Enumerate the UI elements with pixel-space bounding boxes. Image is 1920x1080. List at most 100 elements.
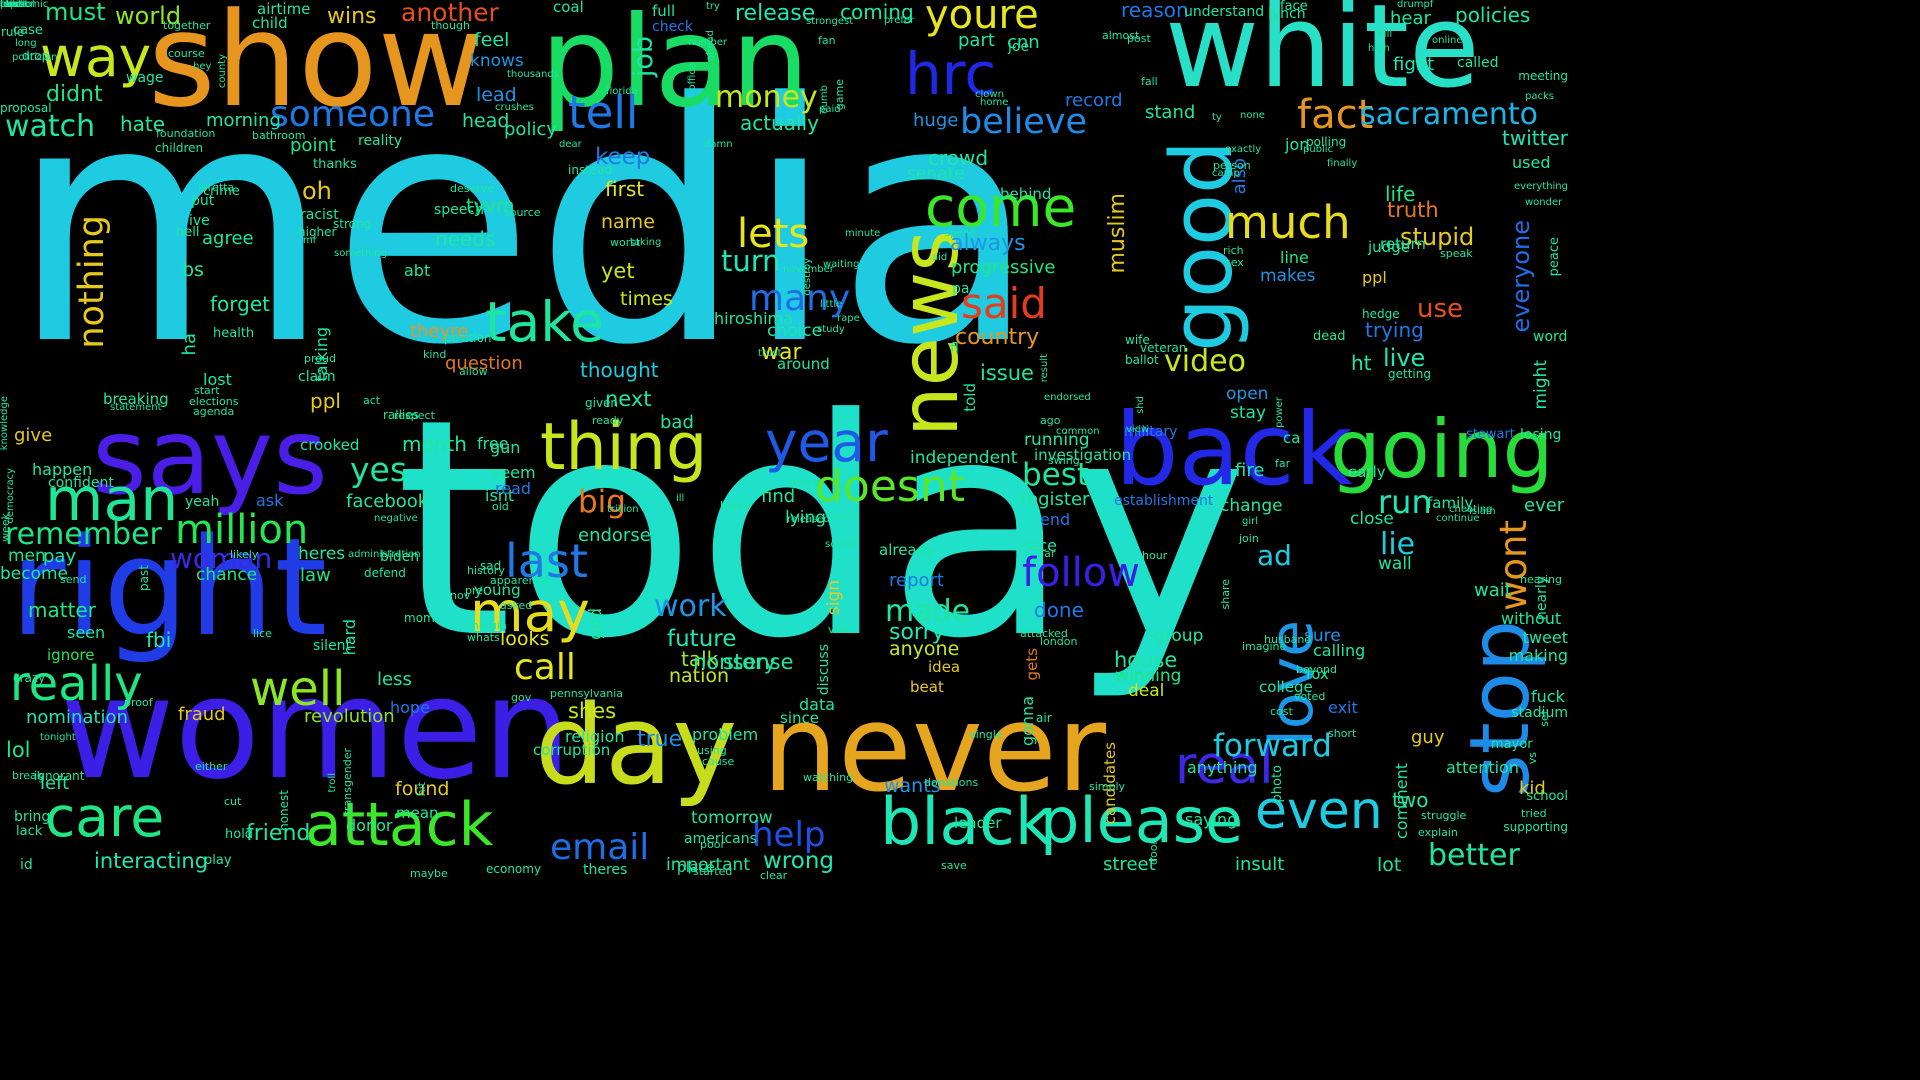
word-girl: girl — [1242, 516, 1259, 527]
word-said: said — [961, 279, 1047, 328]
word-point: point — [290, 135, 336, 156]
word-prefer: prefer — [884, 15, 915, 26]
word-join: join — [1239, 532, 1259, 545]
word-happen: happen — [32, 460, 93, 479]
word-lost: lost — [203, 370, 232, 389]
word-kill: kill — [1378, 29, 1393, 40]
word-person: person — [1213, 159, 1251, 172]
word-best: best — [1022, 457, 1090, 493]
word-run: run — [1378, 483, 1432, 521]
word-child: child — [252, 14, 288, 32]
word-arent: arent — [0, 0, 27, 10]
word-cloud: media today women right plan white show says nev… — [0, 0, 1568, 882]
word-read: read — [495, 479, 532, 498]
word-check: check — [652, 19, 693, 35]
word-transgender: transgender — [341, 748, 354, 816]
word-hedge: hedge — [1362, 307, 1400, 321]
word-loretta: loretta — [198, 181, 235, 194]
word-air: air — [1036, 711, 1052, 725]
word-strong: strong — [333, 217, 372, 231]
word-thought: thought — [580, 358, 659, 382]
word-past: past — [137, 565, 151, 591]
word-thanks: thanks — [313, 157, 357, 172]
word-line: line — [1280, 248, 1309, 267]
word-yeah: yeah — [185, 494, 220, 510]
word-already: already — [879, 541, 936, 559]
word-nonsense: nonsense — [693, 650, 794, 674]
word-independent: independent — [910, 448, 1018, 468]
word-leave: leave — [720, 499, 750, 512]
word-video: video — [1164, 344, 1246, 379]
word-yet: yet — [601, 259, 635, 283]
word-sign: sign — [824, 580, 844, 616]
word-online: online — [1432, 35, 1463, 46]
word-family: family — [1427, 494, 1474, 512]
word-religion: religion — [565, 727, 625, 746]
word-ive: ive — [189, 213, 210, 229]
word-instead: instead — [568, 163, 613, 177]
word-please: please — [1040, 784, 1244, 857]
word-stupid: stupid — [1400, 223, 1475, 251]
word-two: two — [1392, 788, 1429, 812]
word-imagine: imagine — [1242, 640, 1287, 653]
word-history: history — [467, 564, 505, 577]
word-little: little — [820, 299, 843, 310]
word-without: without — [1501, 609, 1562, 628]
word-joe: joe — [1008, 39, 1030, 55]
word-ever: ever — [1524, 495, 1565, 516]
word-common: common — [1056, 426, 1100, 437]
word-share: share — [1219, 579, 1232, 610]
word-break: break — [12, 769, 44, 782]
word-white: white — [1165, 0, 1480, 114]
word-record: record — [1065, 90, 1123, 111]
word-college: college — [1259, 678, 1313, 696]
word-care: care — [45, 785, 165, 849]
word-exactly: exactly — [1225, 144, 1262, 155]
word-judge: judge — [1368, 238, 1410, 256]
word-sex: sex — [1225, 256, 1244, 269]
word-sound: sound — [825, 539, 856, 550]
word-act: act — [363, 394, 381, 407]
word-attacked: attacked — [1020, 627, 1068, 640]
word-ballot: ballot — [1125, 353, 1159, 367]
word-yes: yes — [350, 450, 408, 489]
word-believe: believe — [960, 102, 1087, 142]
word-hiroshima: hiroshima — [714, 309, 793, 328]
word-senate: senate — [907, 164, 965, 184]
word-lol: lol — [6, 738, 31, 762]
word-hrc: hrc — [905, 40, 997, 108]
word-send: send — [60, 573, 87, 586]
word-race: race — [1022, 536, 1058, 555]
word-plan: plan — [540, 0, 810, 135]
word-trillion: trillion — [607, 504, 639, 515]
word-matter: matter — [28, 598, 96, 622]
word-folk: folk — [0, 0, 19, 10]
word-wife: wife — [1125, 333, 1150, 347]
word-door: door — [1147, 840, 1160, 865]
word-done: done — [1034, 598, 1084, 622]
word-long: long — [15, 38, 37, 49]
word-democracy: democracy — [5, 468, 16, 524]
word-everything: everything — [1514, 181, 1568, 192]
word-board: board — [830, 511, 859, 522]
word-study: study — [817, 324, 845, 335]
word-thousands: thousands — [507, 69, 559, 80]
word-struggle: struggle — [1421, 809, 1467, 822]
word-house: house — [1114, 648, 1178, 672]
word-trying: trying — [1365, 318, 1424, 342]
word-corruption: corruption — [533, 741, 611, 759]
word-must: must — [45, 0, 106, 26]
word-establishment: establishment — [1114, 493, 1214, 509]
word-economy: economy — [486, 862, 542, 876]
word-gonna: gonna — [1018, 696, 1037, 747]
word-friend: friend — [246, 821, 311, 846]
word-cut: cut — [224, 795, 242, 808]
word-issue: issue — [980, 361, 1034, 385]
word-short: short — [1328, 727, 1357, 740]
word-well: well — [250, 661, 346, 717]
word-respect: respect — [394, 409, 435, 422]
word-using: using — [697, 744, 727, 757]
word-hear: hear — [1390, 8, 1431, 29]
word-seen: seen — [67, 623, 106, 642]
word-cnn: cnn — [1007, 32, 1040, 53]
